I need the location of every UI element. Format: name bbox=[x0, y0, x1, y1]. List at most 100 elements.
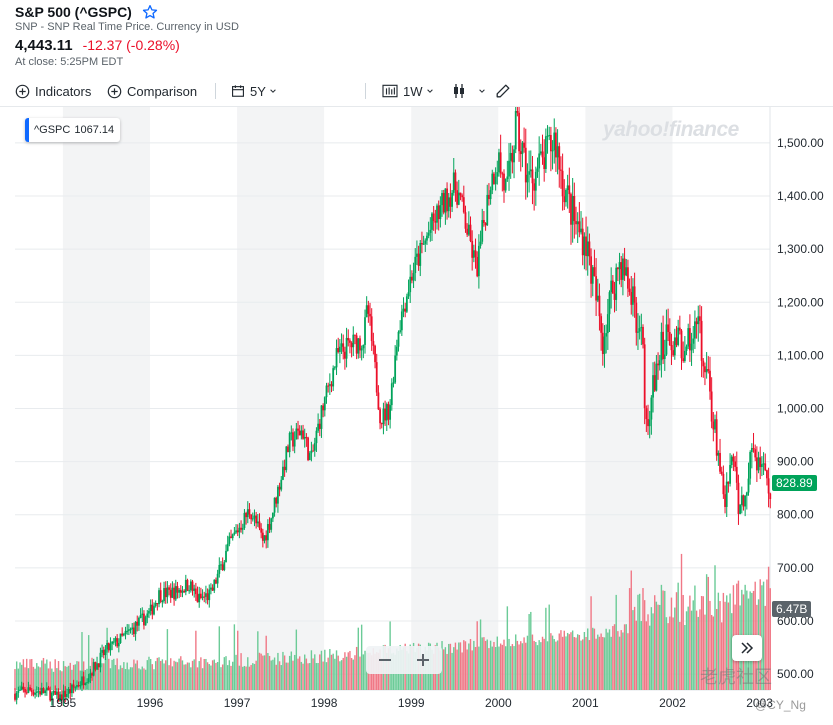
volume-bar bbox=[766, 579, 768, 690]
candle-body bbox=[288, 433, 291, 453]
volume-bar bbox=[240, 653, 242, 690]
volume-bar bbox=[592, 627, 594, 690]
draw-button[interactable] bbox=[495, 81, 516, 101]
volume-bar bbox=[124, 669, 127, 690]
candle-body bbox=[176, 586, 179, 593]
candle-body bbox=[695, 321, 698, 325]
candle-body bbox=[148, 610, 150, 614]
volume-bar bbox=[515, 634, 517, 690]
volume-bar bbox=[292, 660, 294, 690]
volume-bar bbox=[687, 606, 689, 690]
volume-bar bbox=[320, 650, 323, 690]
series-legend[interactable]: ^GSPC 1067.14 bbox=[25, 118, 121, 142]
volume-bar bbox=[307, 663, 309, 690]
volume-bar bbox=[141, 666, 143, 690]
candle-body bbox=[724, 494, 726, 507]
candle-body bbox=[479, 241, 482, 246]
candle-body bbox=[583, 236, 586, 256]
candle-body bbox=[464, 212, 467, 229]
candle-body bbox=[563, 196, 566, 203]
volume-bar bbox=[282, 651, 284, 690]
volume-bar bbox=[528, 614, 530, 690]
candle-body bbox=[99, 652, 102, 668]
candle-body bbox=[417, 253, 420, 266]
volume-bar bbox=[630, 570, 632, 690]
candle-body bbox=[575, 221, 577, 225]
candle-body bbox=[700, 320, 703, 361]
y-tick-label: 500.00 bbox=[777, 667, 814, 681]
volume-bar bbox=[506, 606, 509, 690]
volume-bar bbox=[727, 602, 730, 690]
candle-body bbox=[238, 527, 241, 533]
candle-body bbox=[231, 534, 234, 539]
volume-bar bbox=[523, 637, 525, 690]
volume-bar bbox=[126, 662, 128, 690]
candle-body bbox=[62, 690, 65, 701]
candle-body bbox=[317, 423, 320, 431]
candle-body bbox=[35, 691, 38, 693]
volume-bar bbox=[304, 654, 306, 690]
volume-bar bbox=[541, 636, 544, 690]
candle-body bbox=[362, 344, 365, 349]
candle-body bbox=[47, 687, 50, 691]
volume-bar bbox=[98, 670, 100, 690]
candle-body bbox=[451, 192, 453, 207]
chart-type-dropdown[interactable] bbox=[452, 81, 491, 101]
candle-body bbox=[454, 172, 457, 191]
candle-body bbox=[534, 171, 537, 191]
volume-bar bbox=[257, 631, 259, 690]
candle-body bbox=[598, 295, 601, 317]
candle-body bbox=[17, 690, 20, 693]
volume-bar bbox=[41, 660, 43, 690]
calendar-icon bbox=[232, 85, 244, 97]
candle-body bbox=[251, 518, 254, 520]
price-chart[interactable]: 500.00 600.00 700.00 800.00 900.00 1,000.00 1,… bbox=[0, 107, 833, 725]
volume-bar bbox=[245, 666, 247, 690]
zoom-out-button[interactable] bbox=[366, 646, 404, 674]
volume-bar bbox=[590, 596, 592, 690]
comparison-button[interactable]: Comparison bbox=[107, 81, 197, 101]
y-tick-label: 800.00 bbox=[777, 508, 814, 522]
candle-body bbox=[380, 423, 383, 425]
candle-body bbox=[258, 521, 261, 529]
candle-body bbox=[652, 375, 654, 398]
volume-bar bbox=[576, 634, 579, 690]
last-price-badge: 828.89 bbox=[772, 475, 817, 491]
candle-body bbox=[658, 360, 661, 366]
volume-bar bbox=[180, 656, 182, 690]
candle-body bbox=[107, 643, 110, 651]
toolbar-divider bbox=[365, 83, 366, 99]
volume-bar bbox=[131, 667, 133, 690]
candle-body bbox=[513, 149, 515, 163]
volume-bar bbox=[597, 634, 599, 690]
candle-body bbox=[64, 690, 67, 697]
star-outline-icon[interactable] bbox=[142, 4, 158, 20]
volume-bar bbox=[349, 650, 351, 690]
x-tick-label: 1996 bbox=[137, 696, 164, 710]
volume-bar bbox=[726, 595, 728, 690]
zoom-in-button[interactable] bbox=[404, 646, 442, 674]
volume-bar bbox=[588, 640, 591, 690]
indicators-button[interactable]: Indicators bbox=[15, 81, 91, 101]
scroll-to-end-button[interactable] bbox=[732, 635, 762, 661]
plus-circle-icon bbox=[107, 84, 122, 98]
candle-body bbox=[717, 452, 720, 456]
candle-body bbox=[159, 590, 162, 602]
candle-body bbox=[143, 613, 145, 626]
range-dropdown[interactable]: 5Y bbox=[231, 81, 282, 101]
volume-bar bbox=[247, 657, 249, 690]
candle-body bbox=[22, 686, 25, 690]
candle-body bbox=[382, 408, 385, 425]
candle-body bbox=[650, 397, 653, 420]
interval-dropdown[interactable]: 1W bbox=[382, 81, 439, 101]
candle-body bbox=[335, 348, 338, 368]
volume-bar bbox=[66, 666, 68, 690]
candle-body bbox=[571, 195, 574, 225]
volume-bar bbox=[34, 668, 36, 690]
watermark-user: @CY_Ng bbox=[755, 698, 806, 712]
candle-body bbox=[196, 594, 199, 603]
candle-body bbox=[739, 505, 742, 514]
candle-body bbox=[328, 384, 331, 386]
candle-body bbox=[151, 604, 154, 615]
volume-bar bbox=[695, 610, 698, 690]
